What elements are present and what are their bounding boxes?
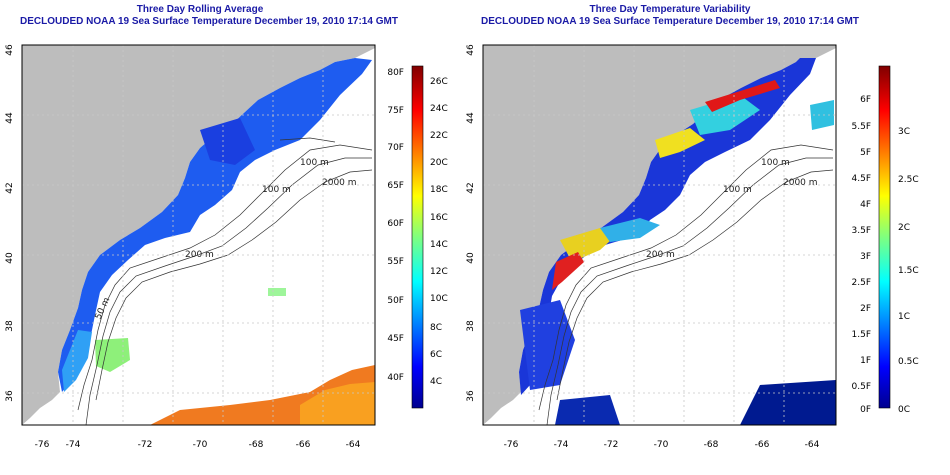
right-lat-46: 46 — [466, 44, 476, 56]
left-colorbar — [411, 65, 424, 409]
left-lat-36: 36 — [5, 390, 15, 402]
right-title-line1: Three Day Temperature Variability — [589, 4, 751, 15]
left-map-frame — [21, 44, 376, 426]
right-cb-f-7: 2.5F — [852, 278, 872, 288]
right-contour-label-1: 100 m — [761, 158, 790, 168]
right-lon-76: -76 — [504, 440, 519, 450]
right-lon-74: -74 — [554, 440, 569, 450]
right-cb-c-5: 0.5C — [898, 357, 919, 367]
right-lat-36: 36 — [466, 390, 476, 402]
left-contour-label-1: 100 m — [300, 158, 329, 168]
right-lon-66: -66 — [755, 440, 770, 450]
left-contour-label-2: 100 m — [262, 185, 291, 195]
left-cb-f-1: 75F — [387, 106, 404, 116]
right-cb-f-2: 5F — [860, 148, 871, 158]
right-lat-42: 42 — [466, 182, 476, 193]
right-shelf-variability — [519, 58, 816, 395]
right-land — [483, 45, 836, 425]
right-cb-f-11: 0.5F — [852, 382, 872, 392]
right-cb-f-8: 2F — [860, 304, 871, 314]
left-lon-70: -70 — [193, 440, 208, 450]
left-lon-74: -74 — [66, 440, 81, 450]
left-title-line1: Three Day Rolling Average — [136, 4, 264, 15]
left-cb-c-4: 18C — [430, 185, 448, 195]
left-cb-c-3: 20C — [430, 158, 448, 168]
right-cb-f-9: 1.5F — [852, 330, 872, 340]
left-lon-68: -68 — [249, 440, 264, 450]
left-cb-c-7: 12C — [430, 267, 448, 277]
right-cb-f-4: 4F — [860, 200, 871, 210]
right-cb-c-3: 1.5C — [898, 266, 919, 276]
left-lon-66: -66 — [296, 440, 311, 450]
right-map-title: Three Day Temperature Variability DECLOU… — [480, 4, 860, 28]
left-cb-c-9: 8C — [430, 323, 442, 333]
left-cb-c-10: 6C — [430, 350, 442, 360]
right-cb-f-0: 6F — [860, 95, 871, 105]
left-cb-f-0: 80F — [387, 68, 404, 78]
left-cb-c-8: 10C — [430, 294, 448, 304]
left-cb-f-3: 65F — [387, 181, 404, 191]
left-title-line2: DECLOUDED NOAA 19 Sea Surface Temperatur… — [20, 16, 398, 27]
right-lon-70: -70 — [654, 440, 669, 450]
left-lat-38: 38 — [5, 320, 15, 332]
right-cb-c-6: 0C — [898, 405, 910, 415]
right-cb-c-2: 2C — [898, 223, 910, 233]
left-contours — [77, 137, 373, 425]
left-cb-c-2: 22C — [430, 131, 448, 141]
left-cb-f-7: 45F — [387, 334, 404, 344]
right-lon-72: -72 — [604, 440, 619, 450]
right-lat-44: 44 — [466, 112, 476, 124]
left-contour-label-3: 2000 m — [322, 178, 357, 188]
right-contours — [538, 144, 834, 425]
left-cb-f-4: 60F — [387, 219, 404, 229]
right-cb-f-12: 0F — [860, 405, 871, 415]
left-contour-label-4: 200 m — [185, 250, 214, 260]
left-lon-72: -72 — [138, 440, 153, 450]
right-map-frame — [482, 44, 837, 426]
left-cb-f-5: 55F — [387, 257, 404, 267]
left-lat-40: 40 — [5, 252, 15, 264]
right-cb-f-5: 3.5F — [852, 226, 872, 236]
left-cb-c-6: 14C — [430, 240, 448, 250]
left-shelf-water — [58, 58, 372, 392]
right-lon-68: -68 — [704, 440, 719, 450]
left-lat-46: 46 — [5, 44, 15, 56]
right-colorbar — [878, 65, 891, 409]
right-cb-f-1: 5.5F — [852, 122, 872, 132]
left-lat-42: 42 — [5, 182, 15, 193]
left-cb-f-8: 40F — [387, 373, 404, 383]
right-cb-c-1: 2.5C — [898, 175, 919, 185]
left-lon-76: -76 — [35, 440, 50, 450]
left-map-title: Three Day Rolling Average DECLOUDED NOAA… — [20, 4, 398, 28]
left-lon-64: -64 — [346, 440, 361, 450]
right-title-line2: DECLOUDED NOAA 19 Sea Surface Temperatur… — [481, 16, 859, 27]
right-cb-c-0: 3C — [898, 127, 910, 137]
left-cb-c-1: 24C — [430, 104, 448, 114]
left-cb-c-0: 26C — [430, 77, 448, 87]
left-cb-c-5: 16C — [430, 213, 448, 223]
left-cb-f-6: 50F — [387, 296, 404, 306]
right-lat-38: 38 — [466, 320, 476, 332]
right-cb-f-6: 3F — [860, 252, 871, 262]
right-contour-label-3: 2000 m — [783, 178, 818, 188]
right-map: 100 m 100 m 2000 m 200 m 46 44 42 40 38 … — [466, 44, 919, 450]
right-lon-64: -64 — [805, 440, 820, 450]
left-lat-44: 44 — [5, 112, 15, 124]
right-contour-label-2: 100 m — [723, 185, 752, 195]
left-cb-c-11: 4C — [430, 377, 442, 387]
left-cb-f-2: 70F — [387, 143, 404, 153]
right-contour-label-4: 200 m — [646, 250, 675, 260]
left-map: 100 m 100 m 2000 m 200 m 50 m 46 44 42 4… — [5, 44, 448, 450]
right-cb-f-10: 1F — [860, 356, 871, 366]
left-land — [22, 45, 375, 425]
right-cb-c-4: 1C — [898, 312, 910, 322]
right-cb-f-3: 4.5F — [852, 174, 872, 184]
right-lat-40: 40 — [466, 252, 476, 264]
